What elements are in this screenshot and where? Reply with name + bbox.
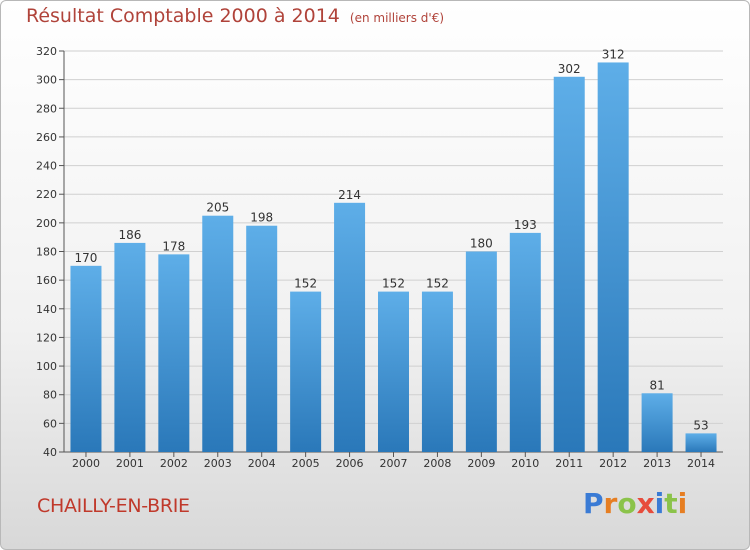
logo-letter: o <box>617 487 637 520</box>
x-tick-label: 2004 <box>248 457 276 470</box>
logo-letter: i <box>654 487 665 520</box>
chart-title-main: Résultat Comptable 2000 à 2014 <box>26 5 340 27</box>
x-tick-label: 2010 <box>511 457 539 470</box>
y-tick-label: 80 <box>43 389 57 402</box>
bar-value-label: 152 <box>382 277 405 291</box>
bar-value-label: 53 <box>693 418 708 432</box>
bar-value-label: 81 <box>649 378 664 392</box>
bar-value-label: 214 <box>338 188 361 202</box>
y-tick-label: 140 <box>36 303 57 316</box>
x-tick-label: 2014 <box>687 457 715 470</box>
bars: 170 186 178 205 198 152 214 152 152 180 193 302 312 8… <box>70 47 717 453</box>
proxiti-logo: Proxiti <box>583 487 687 520</box>
x-tick-label: 2007 <box>380 457 408 470</box>
chart-title: Résultat Comptable 2000 à 2014 (en millie… <box>26 5 444 27</box>
x-tick-label: 2012 <box>599 457 627 470</box>
y-tick-label: 300 <box>36 74 57 87</box>
x-tick-label: 2008 <box>423 457 451 470</box>
x-tick-label: 2006 <box>336 457 364 470</box>
bar-value-label: 178 <box>162 239 185 253</box>
y-tick-label: 200 <box>36 217 57 230</box>
bar-value-label: 312 <box>602 47 625 61</box>
y-tick-label: 100 <box>36 360 57 373</box>
bar-2003 <box>202 215 234 452</box>
x-tick-label: 2000 <box>72 457 100 470</box>
bar-value-label: 152 <box>426 277 449 291</box>
bar-value-label: 170 <box>75 251 98 265</box>
y-tick-label: 120 <box>36 331 57 344</box>
bar-value-label: 198 <box>250 211 273 225</box>
bar-2008 <box>421 291 453 452</box>
y-tick-label: 220 <box>36 188 57 201</box>
bar-2014 <box>685 433 717 452</box>
x-tick-label: 2003 <box>204 457 232 470</box>
bar-value-label: 186 <box>118 228 141 242</box>
bar-value-label: 193 <box>514 218 537 232</box>
logo-letter: t <box>664 487 678 520</box>
bar-2009 <box>465 251 497 452</box>
y-tick-label: 40 <box>43 446 57 459</box>
city-name: CHAILLY-EN-BRIE <box>37 495 190 517</box>
chart-subtitle: (en milliers d'€) <box>349 11 445 25</box>
logo-letter: r <box>603 487 618 520</box>
x-axis: 2000 2001 2002 2003 2004 2005 2006 2007 2008 2009… <box>72 452 715 470</box>
bar-2012 <box>597 62 629 452</box>
bar-2011 <box>553 76 585 453</box>
bar-value-label: 302 <box>558 62 581 76</box>
x-tick-label: 2009 <box>467 457 495 470</box>
x-tick-label: 2005 <box>292 457 320 470</box>
y-tick-label: 260 <box>36 131 57 144</box>
bar-2013 <box>641 393 673 452</box>
y-tick-label: 180 <box>36 246 57 259</box>
bar-value-label: 205 <box>206 201 229 215</box>
bar-2010 <box>509 232 541 452</box>
bar-2007 <box>378 291 409 452</box>
logo-letter: i <box>677 487 688 520</box>
y-tick-label: 320 <box>36 45 57 58</box>
logo-letter: x <box>636 487 655 520</box>
bar-value-label: 152 <box>294 277 317 291</box>
bar-2002 <box>158 254 190 452</box>
bar-2000 <box>70 265 102 452</box>
bar-2001 <box>114 242 146 452</box>
bar-2004 <box>246 225 278 452</box>
x-tick-label: 2002 <box>160 457 188 470</box>
y-tick-label: 160 <box>36 274 57 287</box>
logo-letter: P <box>583 487 604 520</box>
bar-2005 <box>290 291 322 452</box>
bar-2006 <box>334 202 366 452</box>
x-tick-label: 2013 <box>643 457 671 470</box>
y-tick-label: 60 <box>43 417 57 430</box>
x-tick-label: 2001 <box>116 457 144 470</box>
y-tick-label: 280 <box>36 102 57 115</box>
y-tick-label: 240 <box>36 160 57 173</box>
bar-value-label: 180 <box>470 237 493 251</box>
x-tick-label: 2011 <box>555 457 583 470</box>
